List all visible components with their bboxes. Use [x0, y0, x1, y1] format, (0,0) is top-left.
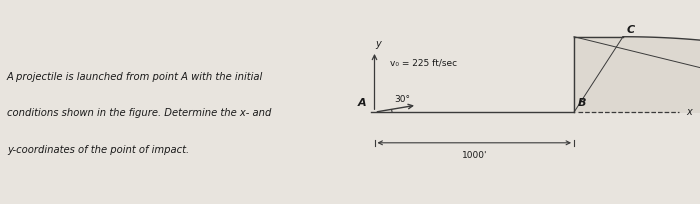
Polygon shape — [574, 37, 700, 112]
Text: A: A — [358, 98, 366, 108]
Text: 1000': 1000' — [461, 151, 487, 160]
Text: B: B — [578, 98, 586, 108]
Text: x: x — [686, 107, 692, 117]
Text: A projectile is launched from point A with the initial: A projectile is launched from point A wi… — [7, 72, 263, 82]
Text: 30°: 30° — [394, 95, 410, 104]
Text: y-coordinates of the point of impact.: y-coordinates of the point of impact. — [7, 145, 189, 155]
Text: v₀ = 225 ft/sec: v₀ = 225 ft/sec — [390, 58, 457, 67]
Text: y: y — [375, 39, 381, 49]
Text: C: C — [626, 25, 635, 35]
Text: conditions shown in the figure. Determine the x- and: conditions shown in the figure. Determin… — [7, 108, 272, 118]
